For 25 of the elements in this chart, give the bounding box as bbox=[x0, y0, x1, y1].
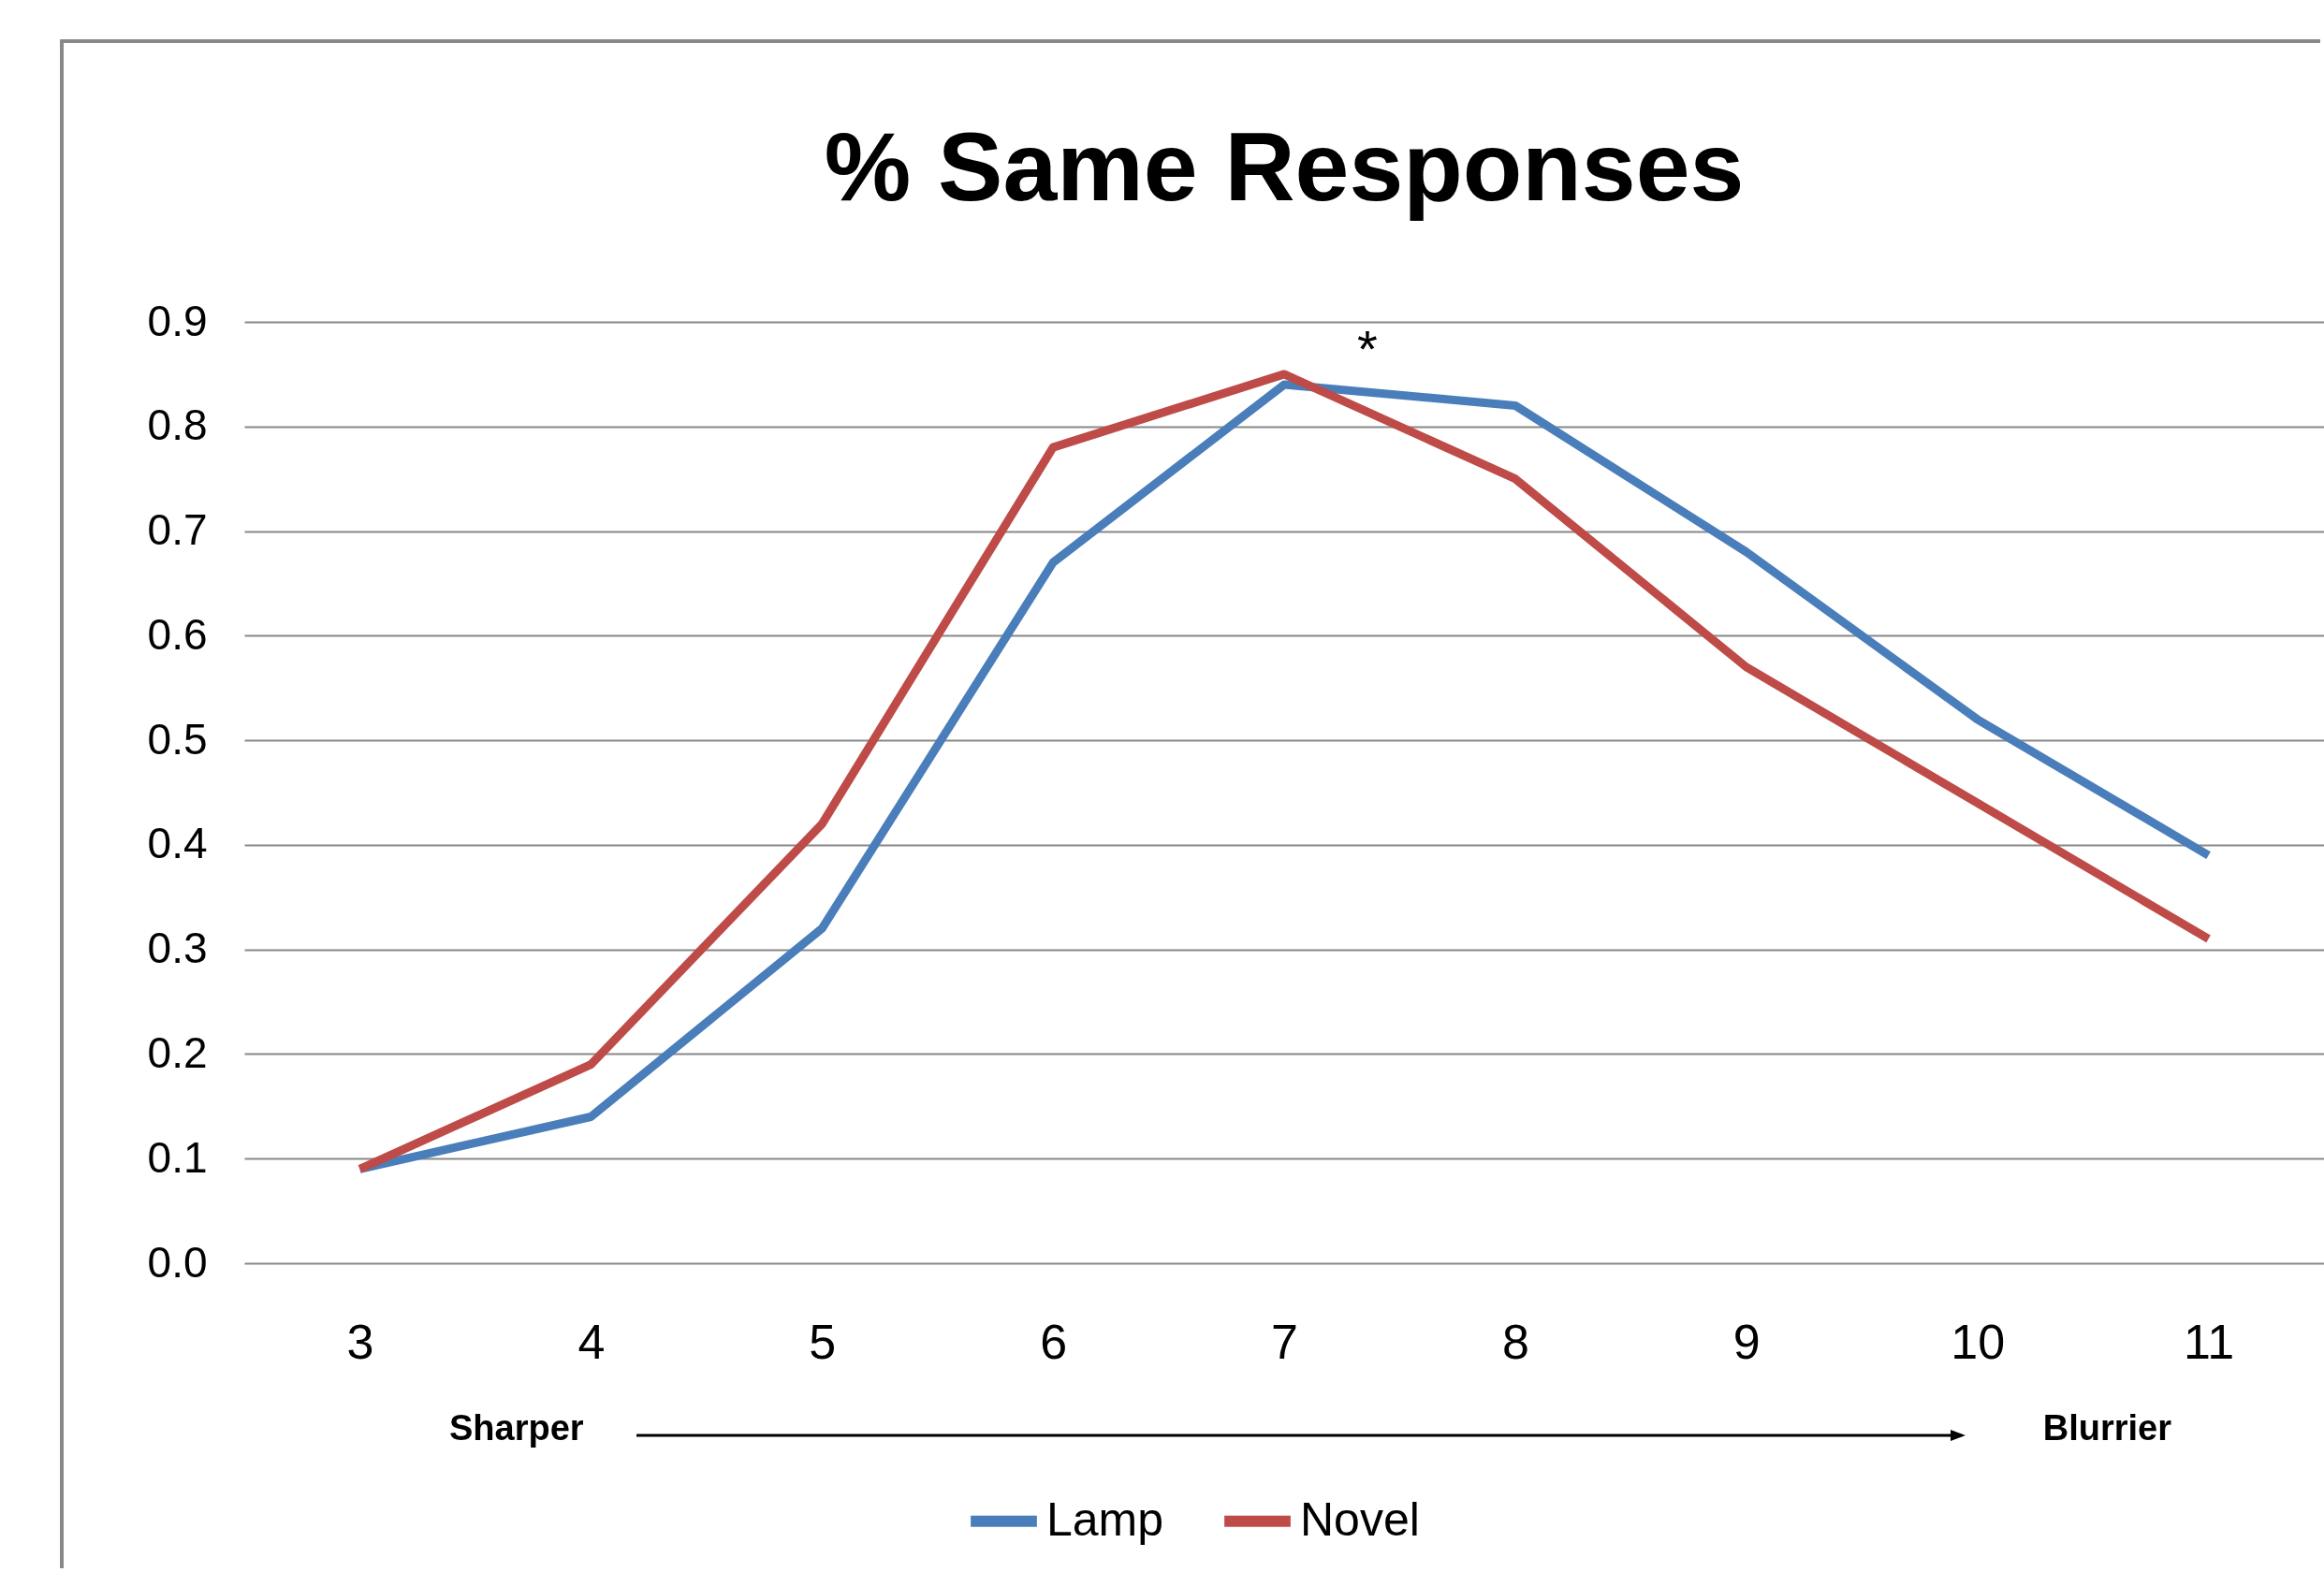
x-tick-label: 7 bbox=[1271, 1314, 1298, 1369]
y-tick-label: 0.0 bbox=[147, 1237, 208, 1287]
y-tick-label: 0.6 bbox=[147, 609, 208, 659]
x-tick-label: 3 bbox=[346, 1314, 374, 1369]
y-tick-label: 0.9 bbox=[147, 296, 208, 345]
legend-label: Lamp bbox=[1046, 1492, 1164, 1546]
x-tick-label: 4 bbox=[577, 1314, 606, 1369]
y-tick-label: 0.5 bbox=[147, 714, 208, 764]
x-tick-label: 8 bbox=[1501, 1314, 1529, 1369]
y-tick-label: 0.3 bbox=[147, 924, 208, 973]
y-tick-label: 0.4 bbox=[147, 819, 208, 868]
y-tick-label: 0.2 bbox=[147, 1027, 208, 1077]
y-tick-label: 0.7 bbox=[147, 505, 208, 555]
annotation: * bbox=[1357, 318, 1378, 379]
x-tick-label: 11 bbox=[2184, 1314, 2235, 1369]
x-tick-label: 5 bbox=[809, 1314, 837, 1369]
x-tick-label: 6 bbox=[1040, 1314, 1068, 1369]
x-tick-label: 10 bbox=[1951, 1314, 2006, 1369]
x-tick-label: 9 bbox=[1732, 1314, 1761, 1369]
chart-title: % Same Responses bbox=[824, 112, 1745, 221]
text: Sharper bbox=[449, 1408, 584, 1448]
y-tick-label: 0.8 bbox=[147, 400, 208, 450]
legend-label: Novel bbox=[1300, 1492, 1420, 1546]
text: Blurrier bbox=[2042, 1408, 2171, 1448]
y-tick-label: 0.1 bbox=[147, 1132, 208, 1182]
